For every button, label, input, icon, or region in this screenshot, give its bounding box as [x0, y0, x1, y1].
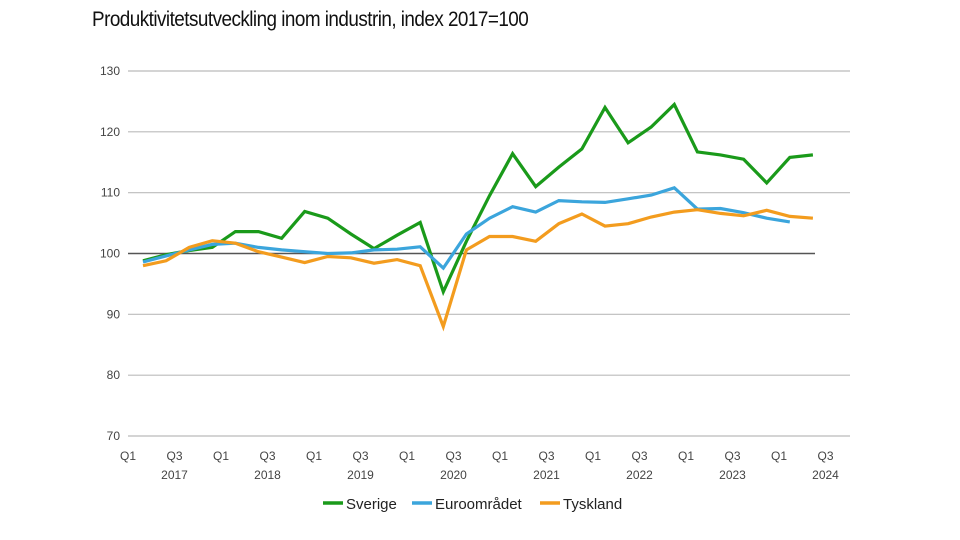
x-tick-label: Q3 — [724, 449, 740, 463]
y-tick-label: 90 — [107, 307, 121, 321]
x-tick-label: Q3 — [538, 449, 554, 463]
series-line-euroområdet — [142, 185, 791, 271]
x-tick-label: Q3 — [631, 449, 647, 463]
x-tick-label: Q1 — [585, 449, 601, 463]
x-tick-label: Q1 — [678, 449, 694, 463]
x-tick-label: Q1 — [306, 449, 322, 463]
x-tick-year: 2017 — [161, 468, 188, 482]
legend-label: Euroområdet — [435, 496, 523, 513]
x-tick-label: Q1 — [399, 449, 415, 463]
x-tick-label: Q3 — [352, 449, 368, 463]
x-tick-label: Q1 — [213, 449, 229, 463]
chart-title: Produktivitetsutveckling inom industrin,… — [92, 8, 529, 31]
x-tick-year: 2023 — [719, 468, 746, 482]
x-tick-label: Q1 — [771, 449, 787, 463]
x-tick-year: 2019 — [347, 468, 374, 482]
y-tick-label: 70 — [107, 429, 121, 443]
legend-label: Sverige — [346, 496, 397, 513]
x-tick-label: Q3 — [259, 449, 275, 463]
x-tick-year: 2022 — [626, 468, 653, 482]
y-tick-label: 100 — [100, 247, 120, 261]
y-tick-label: 110 — [101, 186, 120, 200]
x-tick-year: 2021 — [533, 468, 560, 482]
y-tick-label: 80 — [107, 368, 121, 382]
series-line-tyskland — [142, 208, 814, 332]
x-tick-label: Q1 — [492, 449, 508, 463]
x-tick-year: 2018 — [254, 468, 281, 482]
y-tick-label: 120 — [100, 125, 120, 139]
x-tick-year: 2024 — [812, 468, 839, 482]
x-tick-label: Q3 — [166, 449, 182, 463]
x-tick-year: 2020 — [440, 468, 467, 482]
series-line-sverige — [142, 101, 814, 297]
x-tick-label: Q1 — [120, 449, 136, 463]
y-tick-label: 130 — [100, 64, 120, 78]
legend-label: Tyskland — [563, 496, 622, 513]
x-tick-label: Q3 — [445, 449, 461, 463]
x-tick-label: Q3 — [817, 449, 833, 463]
